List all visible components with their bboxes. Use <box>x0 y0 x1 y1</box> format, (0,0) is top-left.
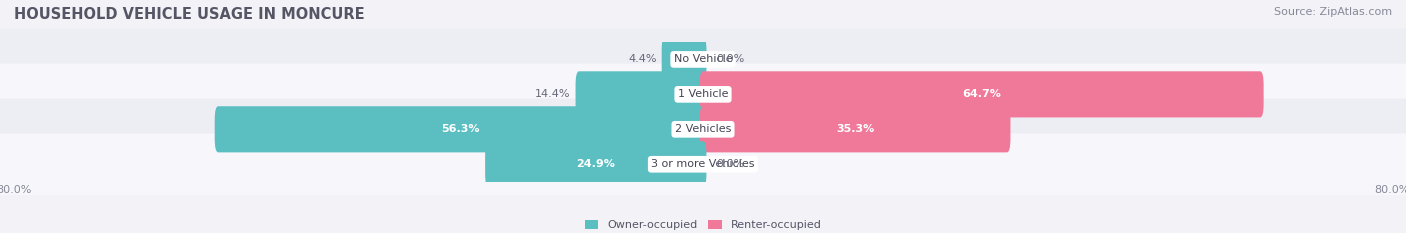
Text: 0.0%: 0.0% <box>716 55 744 64</box>
FancyBboxPatch shape <box>215 106 706 152</box>
Text: No Vehicle: No Vehicle <box>673 55 733 64</box>
Text: HOUSEHOLD VEHICLE USAGE IN MONCURE: HOUSEHOLD VEHICLE USAGE IN MONCURE <box>14 7 364 22</box>
FancyBboxPatch shape <box>0 134 1406 195</box>
Text: 3 or more Vehicles: 3 or more Vehicles <box>651 159 755 169</box>
Text: 14.4%: 14.4% <box>534 89 571 99</box>
Text: 2 Vehicles: 2 Vehicles <box>675 124 731 134</box>
FancyBboxPatch shape <box>700 71 1264 117</box>
Text: 4.4%: 4.4% <box>628 55 657 64</box>
FancyBboxPatch shape <box>0 64 1406 125</box>
Text: 64.7%: 64.7% <box>962 89 1001 99</box>
FancyBboxPatch shape <box>0 29 1406 90</box>
FancyBboxPatch shape <box>700 106 1011 152</box>
Text: 1 Vehicle: 1 Vehicle <box>678 89 728 99</box>
FancyBboxPatch shape <box>0 99 1406 160</box>
Text: 24.9%: 24.9% <box>576 159 616 169</box>
Text: 35.3%: 35.3% <box>837 124 875 134</box>
FancyBboxPatch shape <box>485 141 706 187</box>
Text: 56.3%: 56.3% <box>441 124 479 134</box>
Text: 0.0%: 0.0% <box>716 159 744 169</box>
FancyBboxPatch shape <box>575 71 706 117</box>
Text: Source: ZipAtlas.com: Source: ZipAtlas.com <box>1274 7 1392 17</box>
FancyBboxPatch shape <box>662 36 706 82</box>
Legend: Owner-occupied, Renter-occupied: Owner-occupied, Renter-occupied <box>581 216 825 233</box>
